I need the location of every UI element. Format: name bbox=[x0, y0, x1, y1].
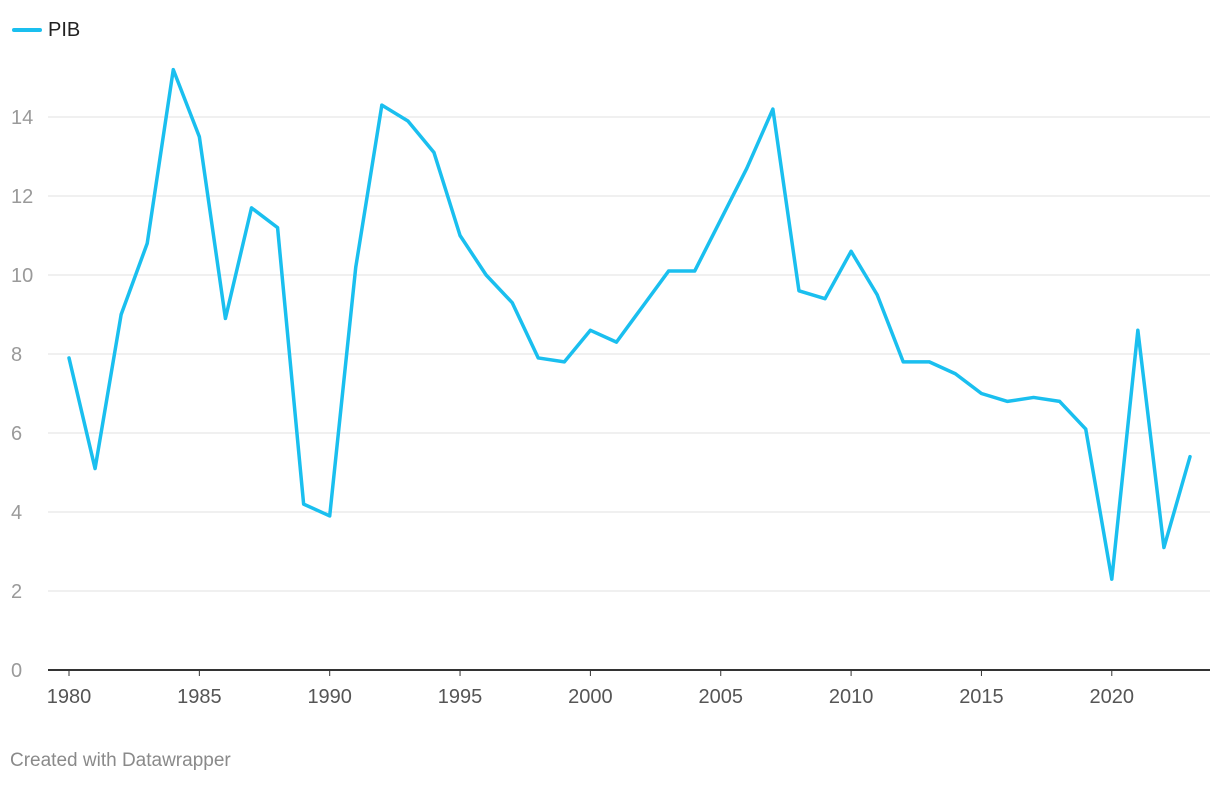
data-point bbox=[380, 103, 384, 107]
data-point bbox=[67, 356, 71, 360]
data-point bbox=[510, 301, 514, 305]
legend-label-pib: PIB bbox=[48, 18, 81, 41]
data-point bbox=[249, 206, 253, 210]
data-point bbox=[197, 135, 201, 139]
series-line-pib bbox=[67, 67, 1192, 581]
x-tick-label: 2005 bbox=[698, 686, 743, 708]
data-point bbox=[797, 289, 801, 293]
data-point bbox=[562, 360, 566, 364]
data-point bbox=[1136, 328, 1140, 332]
data-point bbox=[302, 502, 306, 506]
data-point bbox=[875, 293, 879, 297]
x-tick-label: 2000 bbox=[568, 686, 613, 708]
y-tick-label: 6 bbox=[11, 423, 22, 445]
data-point bbox=[953, 372, 957, 376]
y-axis-ticks: 0 2 4 6 8 10 12 14 bbox=[11, 107, 33, 682]
data-point bbox=[745, 166, 749, 170]
x-tick-label: 2010 bbox=[829, 686, 874, 708]
data-point bbox=[1058, 399, 1062, 403]
data-point bbox=[1006, 399, 1010, 403]
y-tick-label: 8 bbox=[11, 344, 22, 366]
x-tick-label: 1990 bbox=[307, 686, 352, 708]
x-tick-label: 1980 bbox=[47, 686, 92, 708]
data-point bbox=[823, 297, 827, 301]
data-point bbox=[432, 151, 436, 155]
credit-text: Created with Datawrapper bbox=[10, 750, 231, 771]
data-point bbox=[927, 360, 931, 364]
data-point bbox=[406, 119, 410, 123]
data-point bbox=[484, 273, 488, 277]
data-point bbox=[1084, 427, 1088, 431]
y-tick-label: 2 bbox=[11, 581, 22, 603]
x-tick-label: 1995 bbox=[438, 686, 483, 708]
data-point bbox=[328, 514, 332, 518]
data-point bbox=[276, 226, 280, 230]
data-point bbox=[1188, 455, 1192, 459]
data-point bbox=[223, 316, 227, 320]
x-tick-label: 1985 bbox=[177, 686, 222, 708]
y-tick-label: 4 bbox=[11, 502, 22, 524]
data-point bbox=[119, 313, 123, 316]
data-point bbox=[588, 328, 592, 332]
data-point bbox=[693, 269, 697, 273]
legend: PIB bbox=[12, 18, 80, 42]
data-point bbox=[1162, 546, 1166, 550]
data-point bbox=[667, 269, 671, 273]
data-point bbox=[536, 356, 540, 360]
x-axis-ticks: 1980 1985 1990 1995 2000 2005 2010 2015 2020 bbox=[47, 670, 1134, 708]
data-point bbox=[145, 241, 149, 245]
y-tick-label: 10 bbox=[11, 265, 33, 287]
data-point bbox=[1110, 577, 1114, 581]
data-point bbox=[171, 68, 175, 72]
x-tick-label: 2015 bbox=[959, 686, 1004, 708]
data-point bbox=[641, 305, 645, 309]
data-point bbox=[849, 249, 853, 253]
data-point bbox=[614, 340, 618, 344]
y-tick-label: 12 bbox=[11, 186, 33, 208]
data-point bbox=[979, 392, 983, 395]
data-point bbox=[1032, 395, 1036, 399]
y-tick-label: 14 bbox=[11, 107, 33, 129]
data-point bbox=[458, 234, 462, 237]
data-point bbox=[719, 218, 723, 222]
grid-layer bbox=[48, 116, 1210, 592]
x-tick-label: 2020 bbox=[1090, 686, 1135, 708]
data-point bbox=[93, 467, 97, 471]
y-tick-label: 0 bbox=[11, 660, 22, 682]
data-point bbox=[771, 107, 775, 111]
legend-swatch bbox=[12, 28, 42, 32]
data-point bbox=[354, 265, 358, 269]
series-layer bbox=[67, 67, 1192, 581]
data-point bbox=[901, 360, 905, 364]
